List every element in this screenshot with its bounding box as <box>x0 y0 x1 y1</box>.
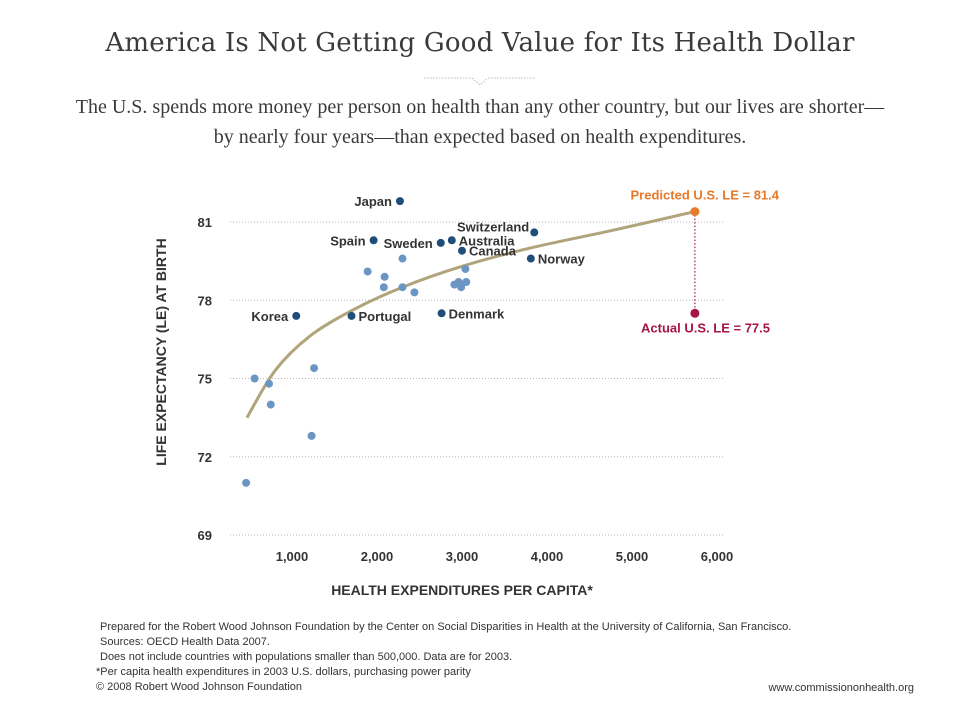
data-label-canada: Canada <box>469 244 517 259</box>
data-point <box>410 288 419 297</box>
subtitle: The U.S. spends more money per person on… <box>40 92 920 152</box>
data-point-denmark <box>437 309 446 318</box>
data-label-norway: Norway <box>538 252 586 267</box>
x-tick-label: 2,000 <box>361 549 394 564</box>
x-tick-label: 4,000 <box>531 549 564 564</box>
data-point-spain <box>369 236 378 245</box>
us-predicted-point <box>690 207 700 217</box>
website-link[interactable]: www.commissiononhealth.org <box>768 682 914 694</box>
data-point <box>242 478 251 487</box>
grid-layer <box>230 221 725 536</box>
y-tick-label: 69 <box>198 528 212 543</box>
data-point <box>310 364 319 373</box>
footer-note: Does not include countries with populati… <box>100 651 513 663</box>
us-actual-label: Actual U.S. LE = 77.5 <box>641 320 770 335</box>
y-axis-label: LIFE EXPECTANCY (LE) AT BIRTH <box>153 238 169 465</box>
data-point <box>250 374 259 383</box>
data-label-switzerland: Switzerland <box>457 219 529 234</box>
data-label-denmark: Denmark <box>449 306 505 321</box>
x-tick-label: 5,000 <box>616 549 649 564</box>
footer: Prepared for the Robert Wood Johnson Fou… <box>96 620 876 695</box>
y-tick-label: 78 <box>198 293 212 308</box>
point-layer <box>242 197 700 487</box>
y-tick-label: 75 <box>198 372 212 387</box>
subtitle-line-2: by nearly four years—than expected based… <box>213 126 747 148</box>
data-point <box>379 283 388 292</box>
data-label-sweden: Sweden <box>384 236 433 251</box>
data-point-switzerland <box>530 228 539 237</box>
data-label-spain: Spain <box>330 233 365 248</box>
footer-sources: Sources: OECD Health Data 2007. <box>100 636 270 648</box>
x-tick-label: 6,000 <box>701 549 734 564</box>
data-point-canada <box>458 246 466 255</box>
data-point <box>462 277 471 286</box>
footer-copyright: © 2008 Robert Wood Johnson Foundation <box>96 681 303 693</box>
data-point-japan <box>395 197 404 206</box>
trend-line <box>245 210 696 419</box>
x-tick-label: 1,000 <box>276 549 309 564</box>
y-tick-label: 72 <box>198 450 212 465</box>
data-point <box>266 400 275 409</box>
footer-prepared: Prepared for the Robert Wood Johnson Fou… <box>100 621 792 633</box>
data-point-australia <box>447 236 456 245</box>
trend-layer <box>245 210 696 419</box>
footer-footnote: *Per capita health expenditures in 2003 … <box>96 666 471 678</box>
data-point-korea <box>292 311 301 320</box>
data-label-australia: Australia <box>459 233 515 248</box>
data-label-korea: Korea <box>251 309 289 324</box>
axis-layer: 69 72 75 78 81 1,000 2,000 3,000 4,000 5,000 6,000… <box>153 215 733 598</box>
label-layer: Japan Switzerland Spain Sweden AustraliaCana… <box>251 188 779 336</box>
x-axis-label: HEALTH EXPENDITURES PER CAPITA* <box>331 582 593 598</box>
us-actual-point <box>690 308 700 318</box>
data-point <box>380 272 389 281</box>
title-ornament <box>424 77 536 86</box>
us-predicted-label: Predicted U.S. LE = 81.4 <box>631 188 780 203</box>
data-point <box>457 283 466 292</box>
x-tick-label: 3,000 <box>446 549 479 564</box>
data-point <box>461 264 470 273</box>
data-point-norway <box>526 254 535 263</box>
page-title: America Is Not Getting Good Value for It… <box>105 28 855 58</box>
data-point <box>265 379 274 388</box>
y-tick-label: 81 <box>198 215 212 230</box>
subtitle-line-1: The U.S. spends more money per person on… <box>75 96 885 118</box>
data-point <box>398 283 407 292</box>
data-point <box>398 254 407 263</box>
data-point-portugal <box>347 311 356 320</box>
data-point <box>307 431 316 440</box>
data-point <box>363 267 372 276</box>
data-label-portugal: Portugal <box>359 309 412 324</box>
data-label-japan: Japan <box>354 194 392 209</box>
data-point-sweden <box>436 238 445 247</box>
